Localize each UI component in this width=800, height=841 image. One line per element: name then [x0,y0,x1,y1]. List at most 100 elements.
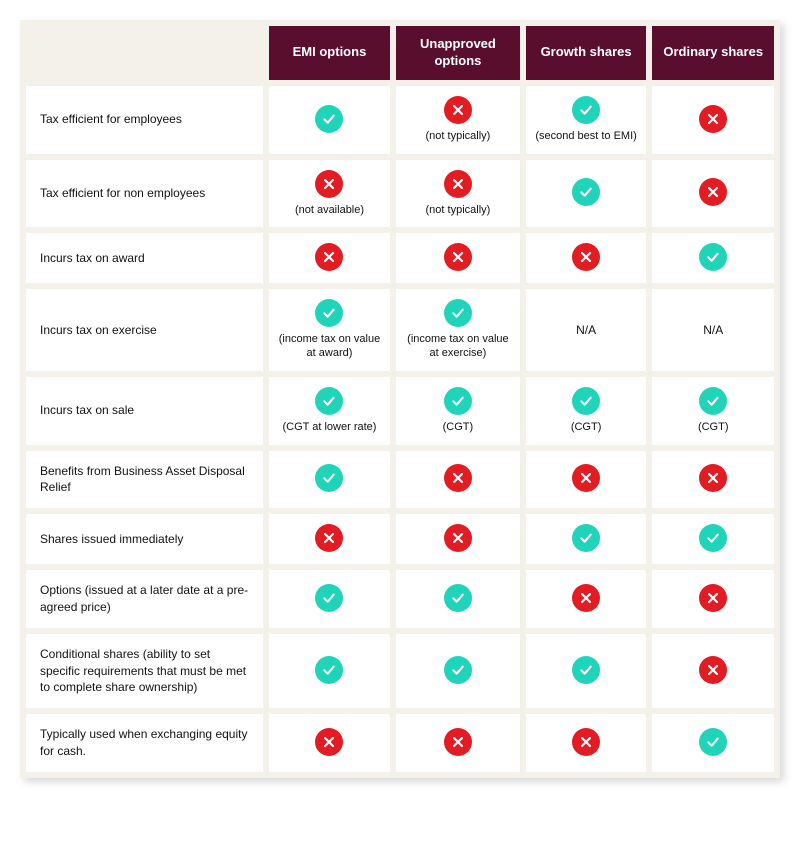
cell-note: (not typically) [402,204,514,218]
cell-note: (CGT at lower rate) [275,421,384,435]
cross-icon [572,584,600,612]
cell-note: (income tax on value at exercise) [402,333,514,361]
row-label: Benefits from Business Asset Disposal Re… [26,451,263,509]
check-icon [699,243,727,271]
value-cell [396,634,520,708]
check-icon [572,524,600,552]
comparison-table: EMI optionsUnapproved optionsGrowth shar… [20,20,780,778]
value-cell [652,451,774,509]
value-cell [269,634,390,708]
value-cell [526,451,647,509]
table-body: Tax efficient for employees (not typicall… [26,86,774,772]
cross-icon [315,170,343,198]
cell-note: (CGT) [532,421,641,435]
column-header-emi: EMI options [269,26,390,80]
table-row: Incurs tax on award [26,233,774,283]
cell-note: (CGT) [402,421,514,435]
column-header-unapproved: Unapproved options [396,26,520,80]
value-cell [269,570,390,628]
cell-note: (not available) [275,204,384,218]
cross-icon [699,178,727,206]
cross-icon [699,656,727,684]
table-row: Typically used when exchanging equity fo… [26,714,774,772]
check-icon [444,656,472,684]
value-cell [269,233,390,283]
row-label: Conditional shares (ability to set speci… [26,634,263,708]
table-row: Tax efficient for non employees (not avai… [26,160,774,228]
cross-icon [315,728,343,756]
row-label: Options (issued at a later date at a pre… [26,570,263,628]
value-cell [269,514,390,564]
value-cell: (CGT) [396,377,520,445]
cross-icon [315,524,343,552]
value-cell: (not typically) [396,86,520,154]
cross-icon [444,243,472,271]
value-cell [526,233,647,283]
cross-icon [699,105,727,133]
value-cell [269,451,390,509]
value-cell: (second best to EMI) [526,86,647,154]
check-icon [444,387,472,415]
comparison-table-container: EMI optionsUnapproved optionsGrowth shar… [20,20,780,778]
cross-icon [572,243,600,271]
row-label: Incurs tax on sale [26,377,263,445]
row-label: Tax efficient for employees [26,86,263,154]
value-cell: (CGT at lower rate) [269,377,390,445]
blank-header [26,26,263,80]
value-cell [652,160,774,228]
value-cell [269,86,390,154]
value-cell: (not available) [269,160,390,228]
check-icon [444,299,472,327]
value-cell [526,514,647,564]
na-text: N/A [703,323,723,337]
table-row: Conditional shares (ability to set speci… [26,634,774,708]
table-row: Incurs tax on exercise (income tax on val… [26,289,774,371]
cell-note: (second best to EMI) [532,130,641,144]
value-cell: (not typically) [396,160,520,228]
table-row: Options (issued at a later date at a pre… [26,570,774,628]
check-icon [572,96,600,124]
value-cell [652,233,774,283]
table-row: Incurs tax on sale (CGT at lower rate) (CG… [26,377,774,445]
cross-icon [315,243,343,271]
table-row: Shares issued immediately [26,514,774,564]
value-cell [396,451,520,509]
check-icon [315,105,343,133]
cross-icon [444,728,472,756]
cross-icon [699,584,727,612]
na-text: N/A [576,323,596,337]
cell-note: (not typically) [402,130,514,144]
value-cell: N/A [526,289,647,371]
table-row: Benefits from Business Asset Disposal Re… [26,451,774,509]
cross-icon [699,464,727,492]
check-icon [315,464,343,492]
cross-icon [444,464,472,492]
value-cell: (CGT) [526,377,647,445]
cross-icon [444,170,472,198]
value-cell [396,514,520,564]
check-icon [699,728,727,756]
check-icon [699,524,727,552]
check-icon [315,387,343,415]
check-icon [444,584,472,612]
check-icon [315,584,343,612]
table-head: EMI optionsUnapproved optionsGrowth shar… [26,26,774,80]
value-cell: N/A [652,289,774,371]
column-header-growth: Growth shares [526,26,647,80]
value-cell [526,570,647,628]
value-cell [269,714,390,772]
row-label: Typically used when exchanging equity fo… [26,714,263,772]
cross-icon [444,96,472,124]
check-icon [315,656,343,684]
value-cell [652,634,774,708]
value-cell: (income tax on value at exercise) [396,289,520,371]
value-cell [652,570,774,628]
cell-note: (CGT) [658,421,768,435]
check-icon [572,178,600,206]
value-cell [396,714,520,772]
value-cell [526,634,647,708]
column-header-ordinary: Ordinary shares [652,26,774,80]
check-icon [315,299,343,327]
row-label: Incurs tax on exercise [26,289,263,371]
row-label: Tax efficient for non employees [26,160,263,228]
